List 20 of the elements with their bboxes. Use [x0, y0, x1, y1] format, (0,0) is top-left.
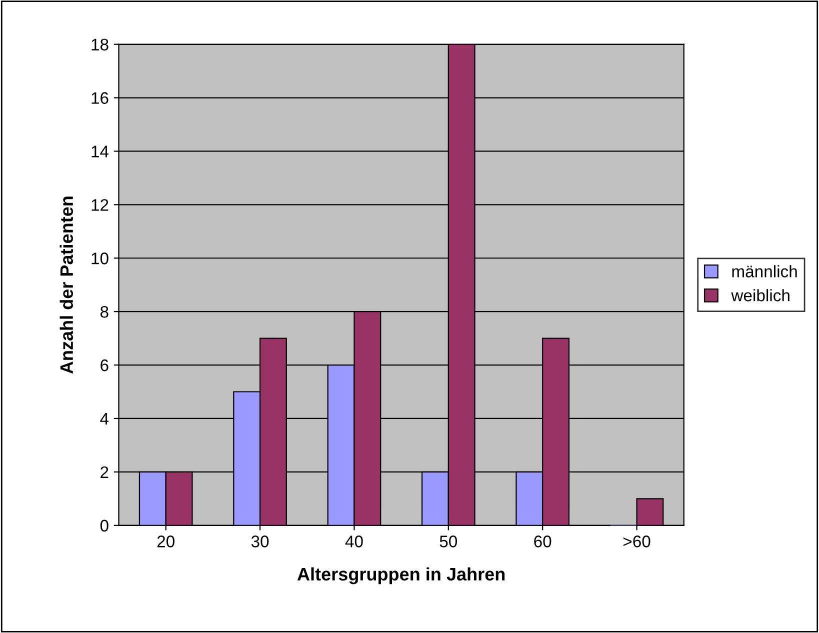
x-tick-label: 60 [534, 536, 552, 548]
x-tick-label: 50 [440, 536, 458, 548]
y-tick-label: 2 [100, 466, 108, 478]
x-tick-label: >60 [623, 536, 650, 548]
x-tick-label: 40 [345, 536, 363, 548]
y-tick-label: 4 [100, 413, 109, 425]
y-tick-label: 6 [100, 359, 108, 372]
x-axis-title: Altersgruppen in Jahren [297, 567, 505, 584]
legend-label: weiblich [731, 289, 790, 302]
y-tick-label: 14 [92, 146, 109, 158]
x-tick-label: 20 [157, 536, 174, 548]
y-tick-label: 10 [92, 252, 108, 264]
y-axis-title: Anzahl der Patienten [60, 196, 74, 374]
y-tick-label: 18 [92, 38, 108, 51]
y-tick-label: 12 [92, 199, 108, 211]
y-tick-label: 0 [100, 520, 108, 532]
x-tick-label: 30 [251, 536, 269, 548]
y-tick-label: 8 [100, 306, 108, 318]
y-tick-label: 16 [92, 92, 108, 104]
legend-label: männlich [732, 265, 797, 278]
